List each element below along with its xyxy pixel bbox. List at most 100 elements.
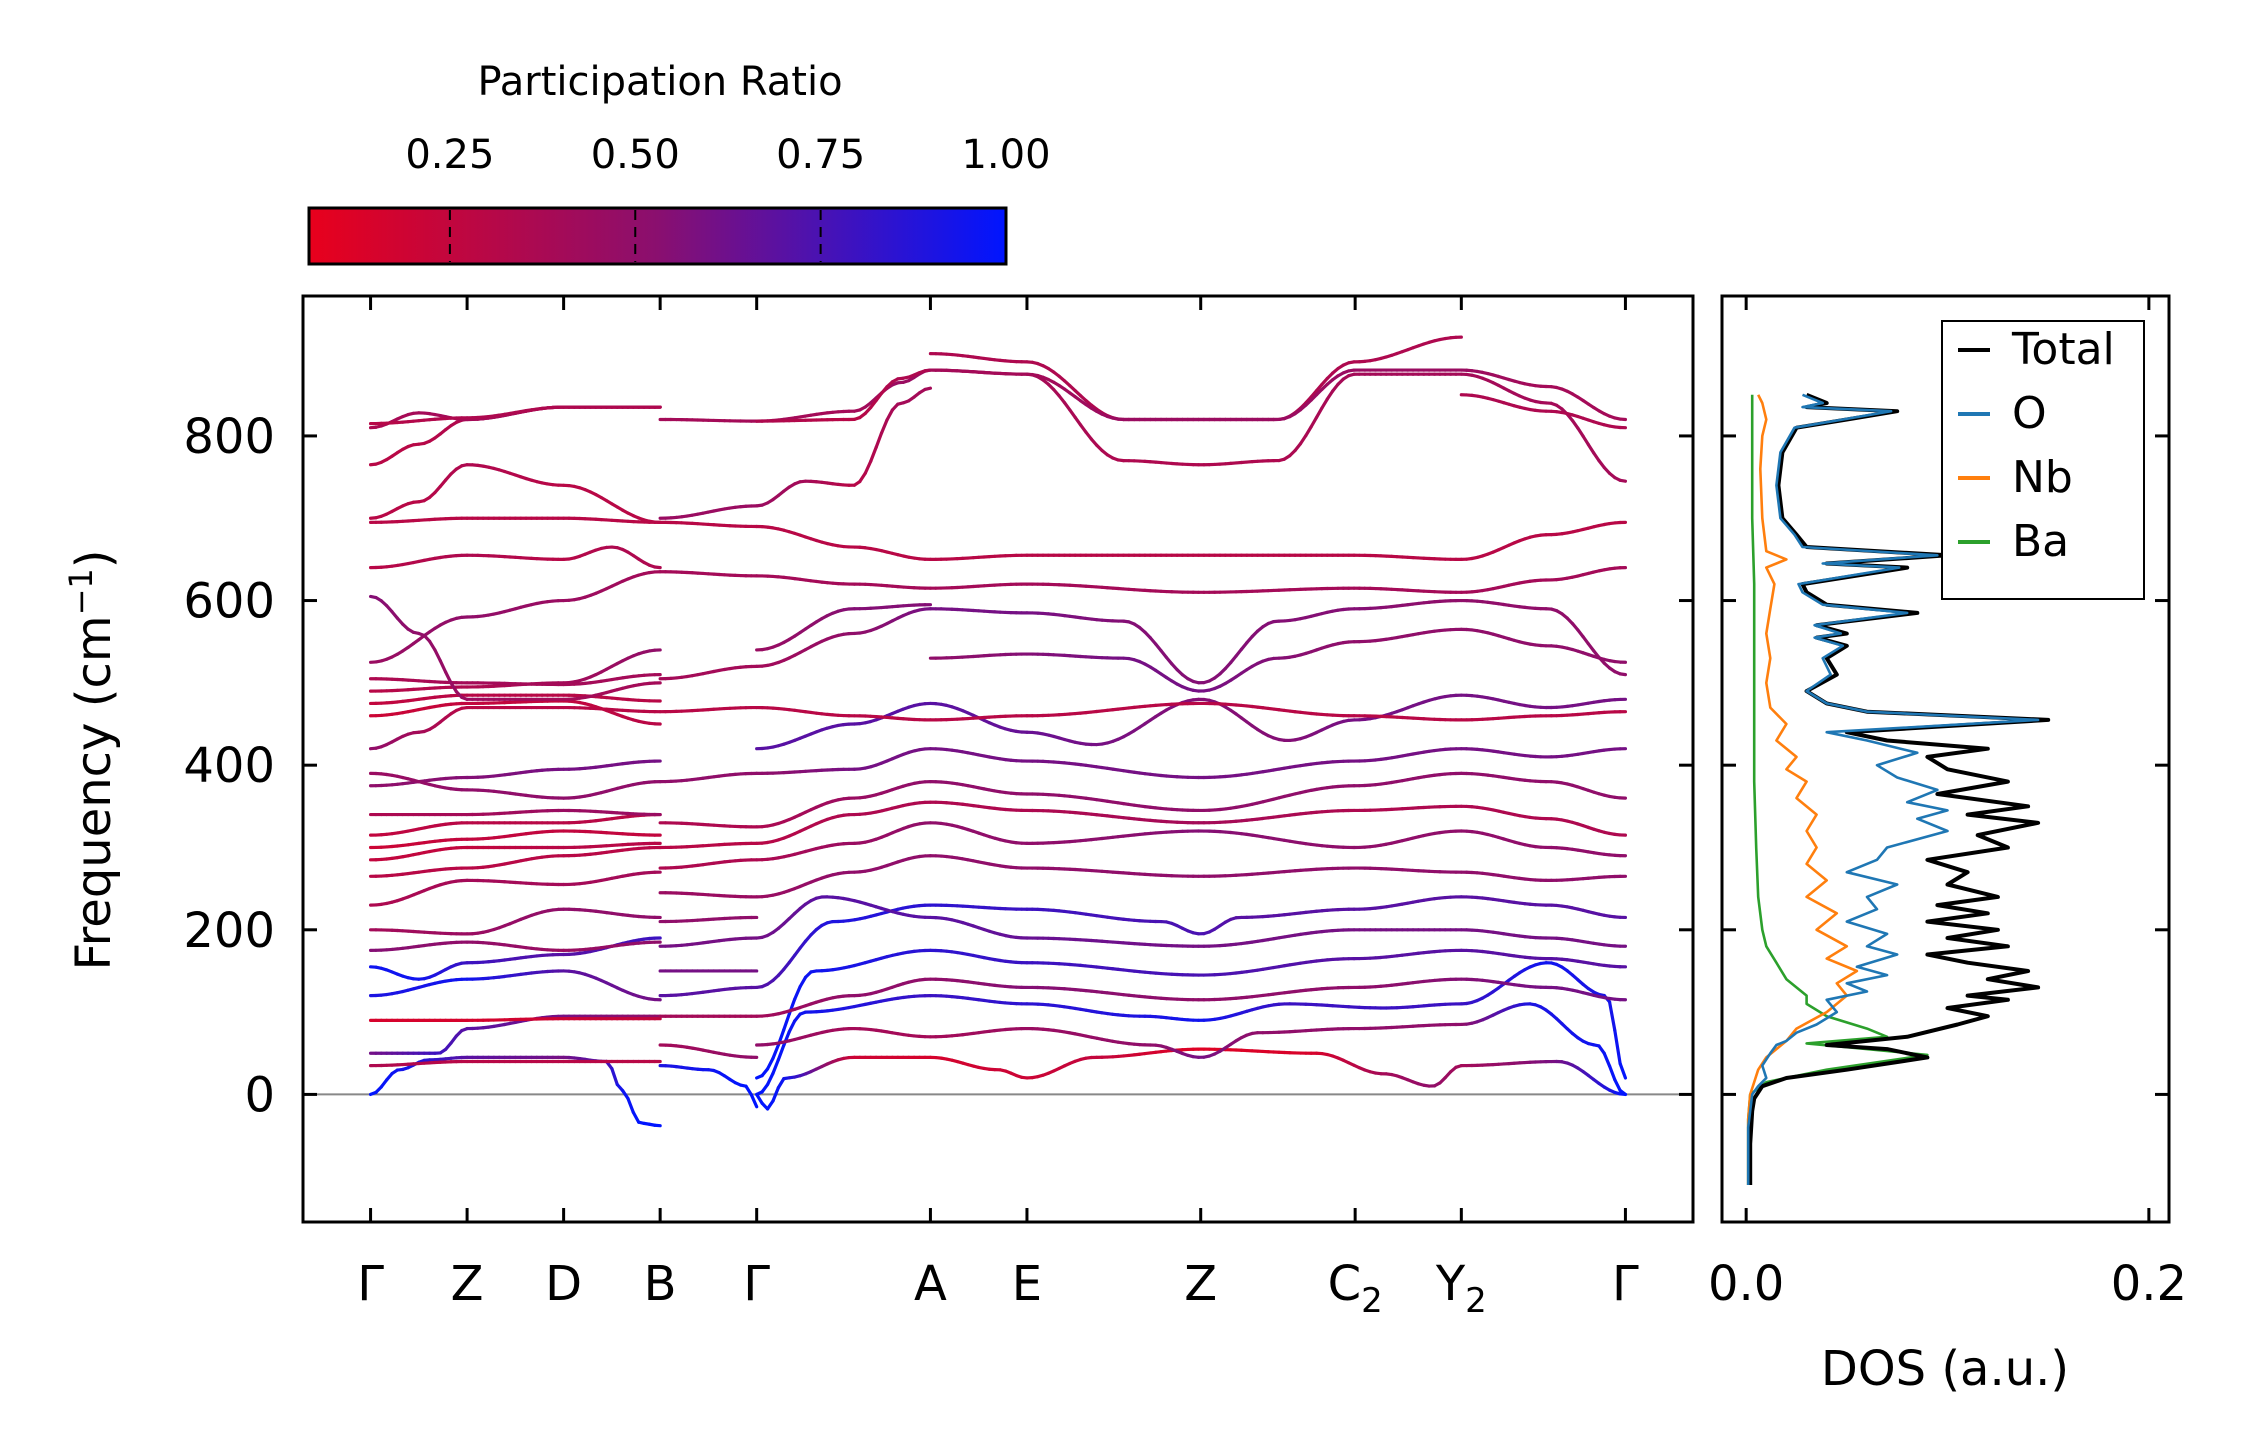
band-segment (1618, 1088, 1628, 1097)
phonon-band (658, 821, 759, 829)
phonon-band (928, 915, 1463, 948)
band-segment (1304, 425, 1313, 438)
band-segment (782, 1012, 791, 1032)
band-segment (765, 1071, 775, 1087)
phonon-band (368, 829, 662, 850)
phonon-band (368, 1059, 662, 1068)
phonon-band (755, 780, 933, 829)
band-segment (874, 431, 884, 449)
phonon-band (755, 895, 933, 940)
band-segment (1325, 389, 1335, 401)
phonon-band (368, 673, 662, 687)
band-segment (765, 1099, 775, 1111)
colorbar-gradient (307, 206, 1008, 266)
phonon-band (928, 821, 1463, 850)
phonon-band (1459, 928, 1628, 948)
phonon-band (755, 701, 933, 751)
phonon-band (368, 969, 662, 1002)
phonon-band (755, 747, 933, 776)
phonon-band (755, 948, 933, 1080)
band-segment (1618, 1062, 1628, 1080)
colorbar-tick-label: 0.25 (405, 132, 494, 178)
phonon-band (368, 936, 662, 981)
phonon-band (928, 1022, 1463, 1059)
phonon-band (658, 664, 759, 681)
band-segment (1607, 1000, 1617, 1033)
phonon-band (368, 693, 662, 706)
phonon-band (928, 994, 1463, 1022)
phonon-band (368, 570, 662, 664)
band-segment (869, 445, 878, 463)
band-segment (1314, 406, 1324, 420)
phonon-band (928, 368, 1463, 422)
band-segment (771, 1086, 780, 1103)
band-segment (1320, 397, 1329, 410)
phonon-band (928, 335, 1463, 422)
phonon-band (928, 854, 1463, 878)
band-segment (433, 648, 442, 663)
phonon-band (658, 985, 759, 998)
band-segment (787, 1019, 797, 1034)
band-segment (755, 1092, 764, 1105)
phonon-band (755, 800, 933, 845)
phonon-band (658, 705, 759, 714)
phonon-band (755, 705, 933, 722)
phonon-band (928, 895, 1463, 936)
phonon-band (1459, 948, 1628, 969)
phonon-band (1459, 977, 1628, 1002)
phonon-band (368, 1055, 662, 1128)
phonon-band (368, 808, 662, 817)
band-segment (1602, 1051, 1612, 1068)
phonon-band (755, 994, 933, 1097)
phonon-band (658, 520, 759, 529)
phonon-band (755, 1026, 933, 1047)
phonon-band (928, 701, 1463, 722)
phonon-band (368, 545, 662, 570)
phonon-band (928, 368, 1463, 467)
phonon-band (1459, 1059, 1628, 1097)
phonon-band (928, 977, 1463, 1002)
band-segment (621, 1088, 630, 1101)
phonon-band (755, 524, 933, 561)
colorbar: Participation Ratio 0.25 0.50 0.75 1.00 (307, 59, 1051, 266)
band-segment (610, 1067, 619, 1087)
phonon-band (1459, 1002, 1628, 1097)
phonon-band (368, 405, 662, 467)
phonon-band (368, 870, 662, 907)
phonon-band (755, 977, 933, 1018)
band-segment (879, 418, 889, 435)
phonon-band (928, 598, 1463, 685)
band-segment (863, 459, 873, 475)
phonon-band (755, 1055, 933, 1111)
band-segment (1613, 1078, 1622, 1093)
band-segment (749, 1093, 759, 1109)
band-segment (858, 471, 867, 484)
phonon-band (928, 582, 1463, 594)
phonon-band (658, 936, 759, 948)
phonon-band (368, 594, 662, 701)
phonon-band (368, 759, 662, 788)
phonon-band (755, 854, 933, 899)
colorbar-tick-label: 0.75 (776, 132, 865, 178)
phonon-band (1459, 829, 1628, 858)
phonon-band (368, 516, 662, 524)
phonon-band (658, 915, 759, 924)
phonon-band (368, 940, 662, 952)
phonon-band (928, 948, 1463, 977)
phonon-band (658, 417, 759, 423)
phonon-band (368, 841, 662, 862)
phonon-band (368, 907, 662, 936)
phonon-band (1459, 895, 1628, 920)
phonon-band (755, 821, 933, 862)
phonon-band (368, 1017, 662, 1022)
phonon-band (928, 1047, 1463, 1088)
band-segment (771, 1058, 780, 1075)
band-segment (771, 1043, 780, 1060)
phonon-band (368, 405, 662, 430)
band-segment (653, 565, 662, 570)
band-segment (444, 670, 453, 685)
phonon-band (1459, 870, 1628, 882)
phonon-band (368, 463, 662, 524)
phonon-band (928, 771, 1463, 813)
